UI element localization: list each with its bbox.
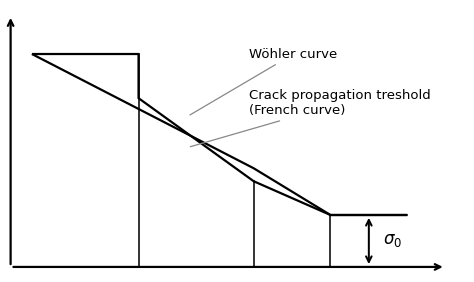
Text: $\sigma_0$: $\sigma_0$ bbox=[383, 232, 402, 250]
Text: Wöhler curve: Wöhler curve bbox=[190, 47, 337, 115]
Text: Crack propagation treshold
(French curve): Crack propagation treshold (French curve… bbox=[190, 89, 431, 147]
